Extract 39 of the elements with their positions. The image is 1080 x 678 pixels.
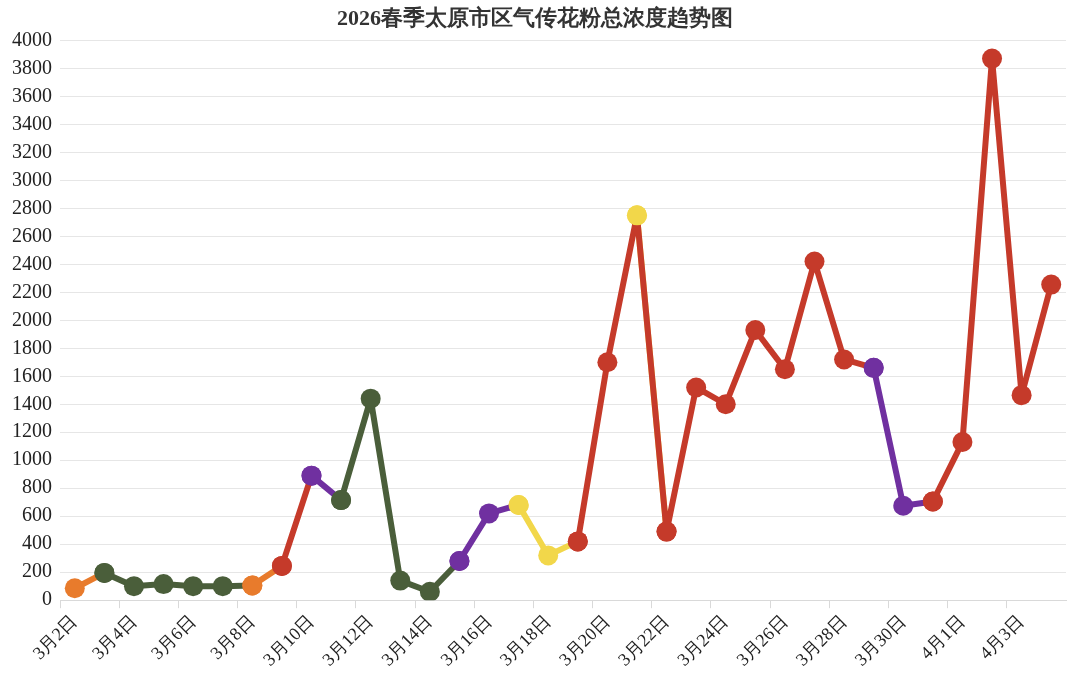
- y-tick-label: 1200: [12, 419, 52, 442]
- y-tick-label: 800: [22, 475, 52, 498]
- y-tick-label: 4000: [12, 27, 52, 50]
- x-tick-label: 3月20日: [554, 610, 614, 670]
- x-tick-label: 4月3日: [975, 610, 1028, 664]
- chart-title: 2026春季太原市区气传花粉总浓度趋势图: [337, 4, 733, 30]
- y-tick-label: 1000: [12, 447, 52, 470]
- x-tick-label: 3月26日: [732, 610, 792, 670]
- y-tick-label: 1800: [12, 335, 52, 358]
- x-tick-label: 3月30日: [850, 610, 910, 670]
- y-tick-label: 2600: [12, 223, 52, 246]
- x-tick-label: 3月2日: [28, 610, 81, 664]
- y-tick-label: 3000: [12, 167, 52, 190]
- y-tick-label: 3200: [12, 139, 52, 162]
- y-tick-label: 3800: [12, 55, 52, 78]
- x-tick-label: 3月6日: [147, 610, 200, 664]
- x-tick-label: 3月10日: [258, 610, 318, 670]
- y-tick-label: 1600: [12, 363, 52, 386]
- y-tick-label: 0: [42, 587, 52, 610]
- x-tick-label: 3月18日: [495, 610, 555, 670]
- y-tick-label: 2800: [12, 195, 52, 218]
- x-tick-label: 4月1日: [916, 610, 969, 664]
- x-tick-label: 3月14日: [377, 610, 437, 670]
- y-tick-label: 1400: [12, 391, 52, 414]
- y-tick-label: 2000: [12, 307, 52, 330]
- x-tick-label: 3月16日: [436, 610, 496, 670]
- y-tick-label: 3600: [12, 83, 52, 106]
- y-tick-label: 2400: [12, 251, 52, 274]
- x-tick-label: 3月28日: [791, 610, 851, 670]
- x-tick-label: 3月4日: [87, 610, 141, 664]
- x-tick-label: 3月8日: [206, 610, 259, 664]
- x-tick-label: 3月22日: [614, 610, 673, 670]
- x-tick-label: 3月12日: [318, 610, 377, 670]
- y-tick-label: 400: [22, 531, 52, 554]
- y-tick-label: 200: [22, 559, 52, 582]
- y-tick-label: 2200: [12, 279, 52, 302]
- x-tick-label: 3月24日: [673, 610, 732, 670]
- y-tick-label: 600: [22, 503, 52, 526]
- y-tick-label: 3400: [12, 111, 52, 134]
